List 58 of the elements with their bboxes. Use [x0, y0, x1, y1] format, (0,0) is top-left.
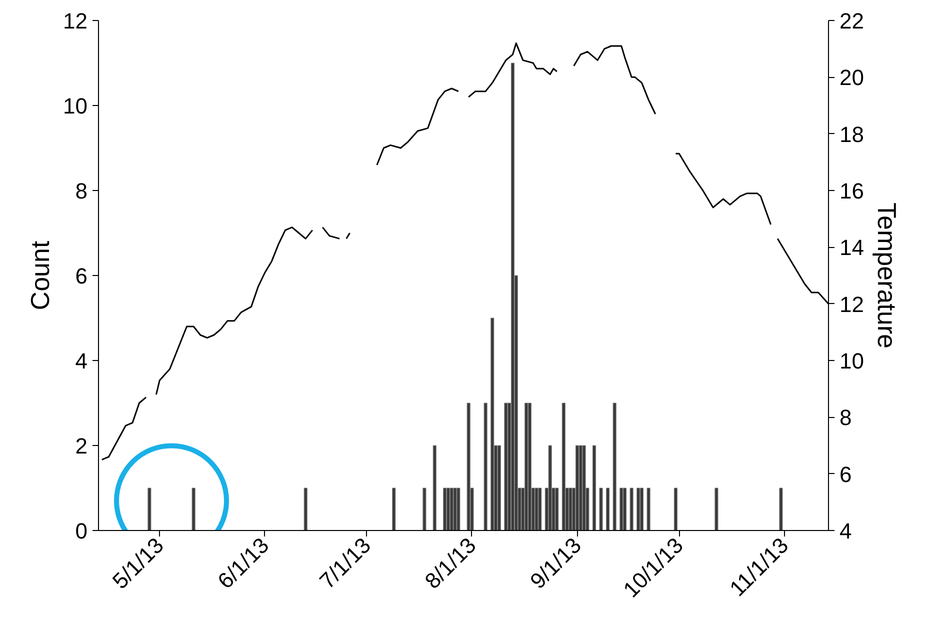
bar: [548, 445, 552, 530]
bar: [466, 402, 470, 530]
bar: [714, 488, 718, 530]
y2-tick-label: 20: [840, 65, 864, 90]
y-tick-label: 0: [75, 518, 88, 544]
bar: [453, 488, 457, 530]
bar: [484, 402, 488, 530]
y-axis-title: Count: [25, 240, 56, 310]
bar: [640, 488, 644, 530]
bar: [538, 488, 542, 530]
y2-tick-label: 10: [840, 348, 864, 374]
bar: [534, 488, 538, 530]
bar: [630, 488, 634, 530]
bar: [575, 445, 580, 530]
bar: [446, 488, 450, 530]
bar: [620, 488, 624, 530]
bar: [392, 488, 396, 530]
bar: [582, 445, 586, 530]
bar: [148, 488, 152, 530]
y2-tick-label: 8: [840, 405, 852, 430]
bar: [636, 488, 640, 530]
y2-tick-label: 18: [840, 122, 864, 147]
bar: [456, 488, 460, 530]
bar: [490, 318, 494, 530]
bar: [612, 402, 616, 530]
bar: [646, 488, 650, 530]
y2-tick-label: 22: [840, 8, 864, 34]
bar: [443, 488, 447, 530]
y2-tick-label: 4: [840, 518, 852, 544]
bar: [524, 402, 528, 530]
bar: [592, 445, 596, 530]
bar: [568, 488, 572, 530]
bar: [528, 402, 532, 530]
y-tick-label: 8: [75, 178, 88, 204]
bar: [674, 488, 678, 530]
bar: [622, 488, 627, 530]
y-tick-label: 4: [75, 348, 88, 374]
bar: [562, 402, 566, 530]
y2-tick-label: 6: [840, 462, 852, 487]
bar: [555, 488, 559, 530]
y-tick-label: 10: [63, 94, 88, 118]
y2-tick-label: 12: [840, 292, 864, 317]
bar: [432, 445, 436, 530]
bar: [304, 488, 308, 530]
y2-axis-title: Temperature: [872, 202, 902, 348]
bar: [422, 488, 426, 530]
y2-tick-label: 14: [840, 235, 864, 260]
y2-tick-label: 16: [840, 178, 864, 204]
bar: [779, 488, 783, 530]
y-tick-label: 6: [75, 264, 88, 288]
bar: [599, 488, 603, 530]
y-tick-label: 12: [63, 8, 88, 34]
bar: [510, 62, 515, 530]
bar: [497, 445, 501, 530]
y-tick-label: 2: [75, 434, 88, 458]
bar: [606, 488, 610, 530]
bar: [192, 488, 196, 530]
bar: [504, 402, 508, 530]
